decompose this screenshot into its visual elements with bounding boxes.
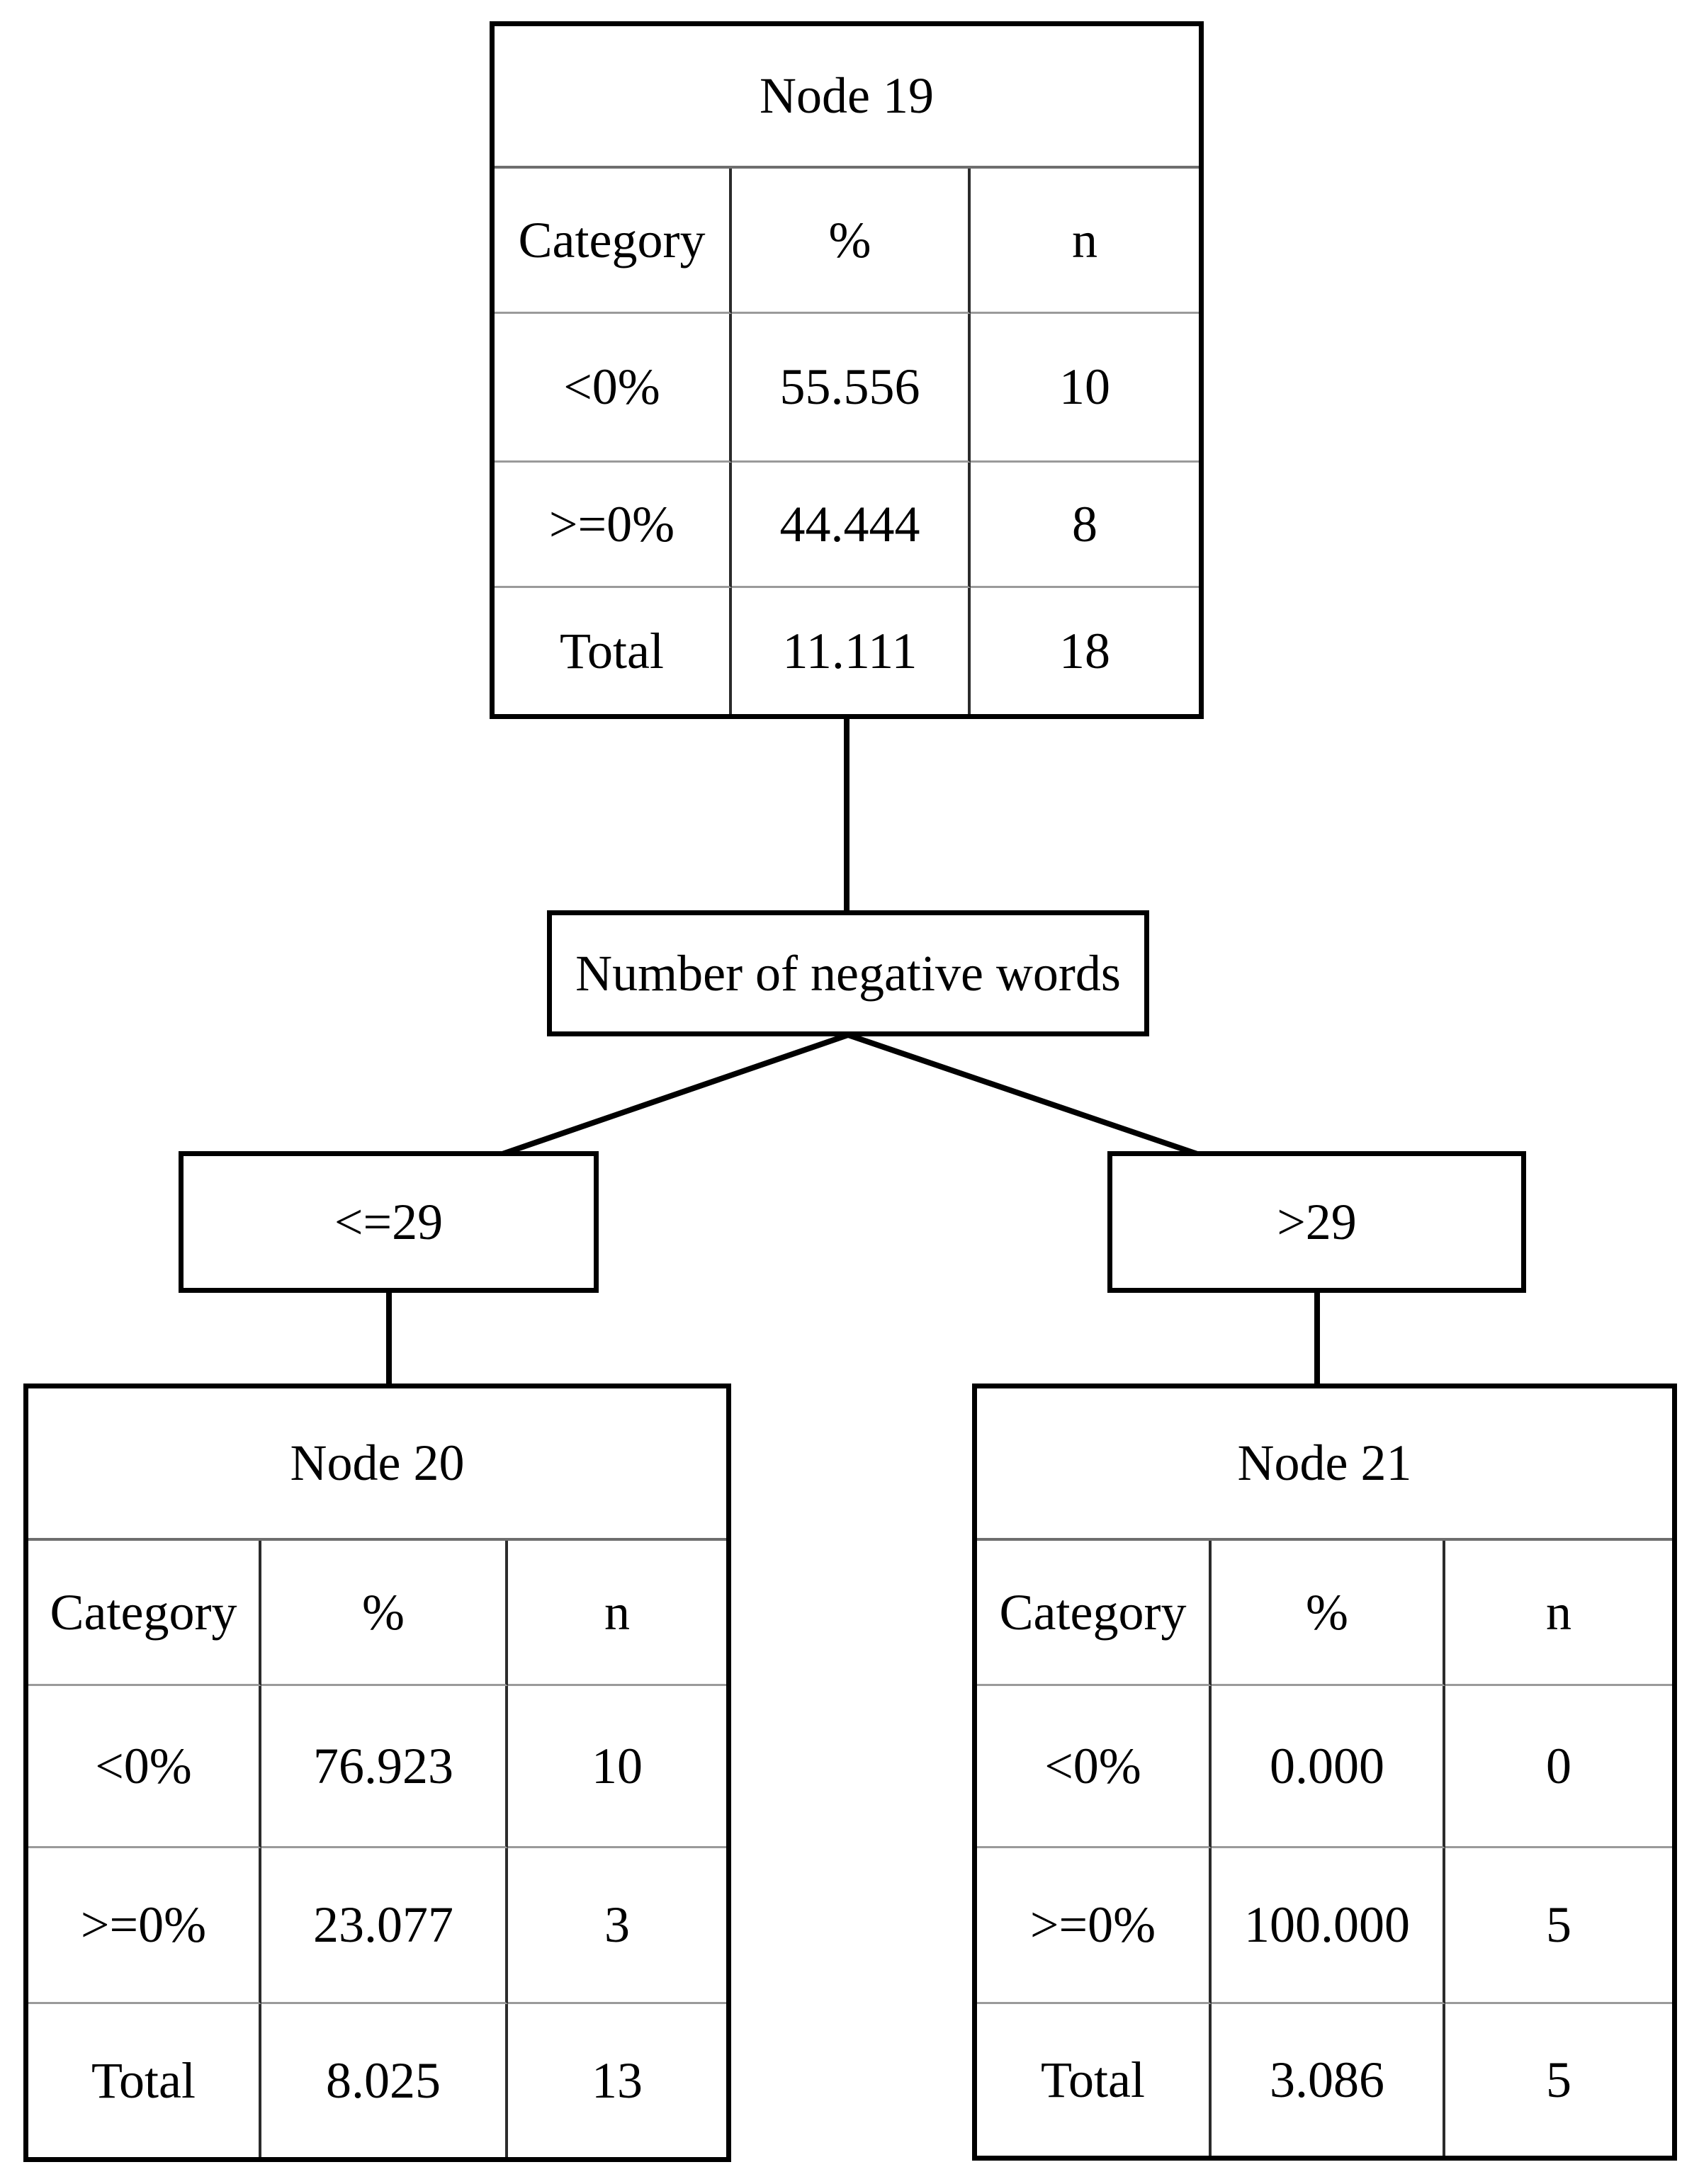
connector-root-to-split (844, 719, 850, 912)
table-cell: 76.923 (261, 1686, 508, 1848)
node-19-table: Node 19 Category % n <0% 55.556 10 >=0% … (490, 21, 1204, 719)
table-cell: 0.000 (1212, 1686, 1445, 1848)
branch-connector-left-line (501, 1032, 850, 1157)
split-variable-label: Number of negative words (575, 944, 1121, 1002)
table-cell: 0 (1445, 1686, 1672, 1848)
table-cell: Total (28, 2004, 261, 2157)
table-cell: <0% (977, 1686, 1212, 1848)
table-cell: Total (495, 588, 732, 714)
column-header-category: Category (495, 169, 732, 314)
node-19-title: Node 19 (495, 26, 1199, 169)
branch-left-condition-label: <=29 (334, 1193, 444, 1250)
table-cell: >=0% (495, 463, 732, 588)
branch-connector-right-line (847, 1032, 1199, 1157)
table-cell: 8.025 (261, 2004, 508, 2157)
table-cell: 23.077 (261, 1848, 508, 2004)
table-cell: Total (977, 2004, 1212, 2156)
table-cell: 13 (592, 2052, 643, 2109)
column-header-n: n (1445, 1541, 1672, 1686)
column-header-category: Category (977, 1541, 1212, 1686)
table-cell: 55.556 (732, 314, 971, 463)
node-21-title: Node 21 (977, 1388, 1672, 1541)
table-cell: 10 (508, 1686, 726, 1848)
table-cell: 18 (1059, 622, 1110, 679)
node-20-table: Node 20 Category % n <0% 76.923 10 >=0% … (23, 1384, 731, 2162)
branch-right-condition-box: >29 (1107, 1151, 1526, 1293)
table-cell: 5 (1445, 1848, 1672, 2004)
node-20-title: Node 20 (28, 1388, 726, 1541)
table-cell: 3.086 (1212, 2004, 1445, 2156)
node-19-grid: Category % n <0% 55.556 10 >=0% 44.444 8… (495, 169, 1199, 714)
branch-left-condition-box: <=29 (179, 1151, 599, 1293)
table-cell: >=0% (977, 1848, 1212, 2004)
connector-left-to-node-20 (386, 1293, 392, 1384)
table-cell: 11.111 (732, 588, 971, 714)
column-header-n: n (508, 1541, 726, 1686)
column-header-percent: % (261, 1541, 508, 1686)
node-21-grid: Category % n <0% 0.000 0 >=0% 100.000 5 … (977, 1541, 1672, 2156)
column-header-percent: % (1212, 1541, 1445, 1686)
table-cell: 5 (1546, 2051, 1571, 2108)
table-cell: 8 (971, 463, 1199, 588)
node-21-table: Node 21 Category % n <0% 0.000 0 >=0% 10… (972, 1384, 1677, 2161)
branch-right-condition-label: >29 (1277, 1193, 1357, 1250)
column-header-category: Category (28, 1541, 261, 1686)
table-cell: >=0% (28, 1848, 261, 2004)
table-cell: 44.444 (732, 463, 971, 588)
column-header-percent: % (732, 169, 971, 314)
split-variable-box: Number of negative words (547, 910, 1149, 1036)
table-cell: 3 (508, 1848, 726, 2004)
table-cell: <0% (495, 314, 732, 463)
table-cell: 100.000 (1212, 1848, 1445, 2004)
node-20-grid: Category % n <0% 76.923 10 >=0% 23.077 3… (28, 1541, 726, 2157)
table-cell: <0% (28, 1686, 261, 1848)
column-header-n: n (971, 169, 1199, 314)
connector-right-to-node-21 (1314, 1293, 1320, 1384)
table-cell: 10 (971, 314, 1199, 463)
